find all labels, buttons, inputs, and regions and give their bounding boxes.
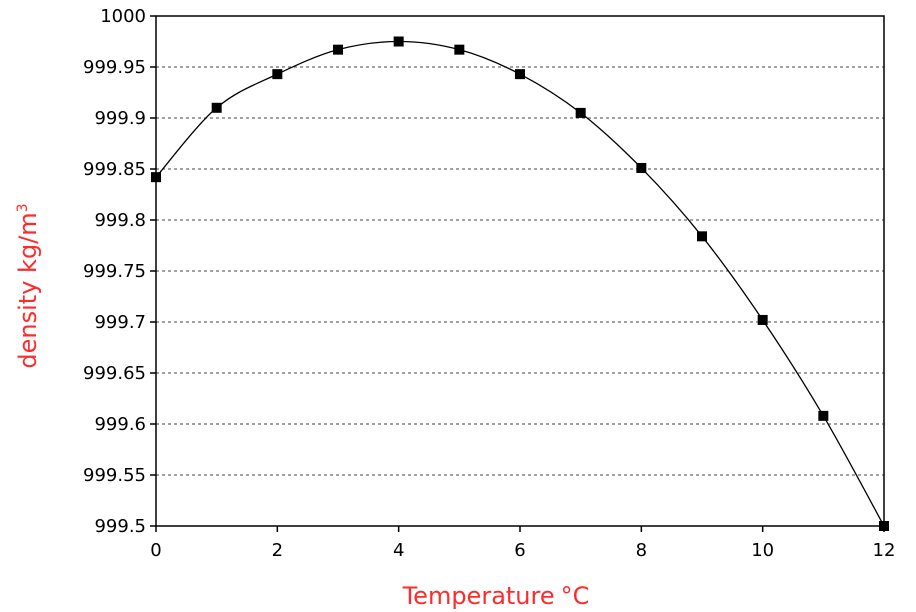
data-point — [818, 410, 829, 421]
y-tick-label: 999.95 — [83, 57, 146, 78]
x-tick-label: 10 — [751, 540, 774, 561]
x-tick-label: 2 — [272, 540, 283, 561]
data-point — [515, 69, 525, 80]
y-tick-label: 999.6 — [94, 414, 146, 435]
data-point — [757, 314, 768, 325]
data-point — [272, 69, 283, 80]
x-tick-label: 12 — [873, 540, 896, 561]
x-tick-label: 6 — [514, 540, 525, 561]
y-tick-label: 999.5 — [94, 516, 146, 537]
y-tick-label: 1000 — [100, 6, 146, 27]
grid-lines — [156, 66, 884, 476]
data-point — [636, 162, 647, 173]
y-tick-label: 999.9 — [94, 108, 146, 129]
y-axis-ticks: 1000 999.95 999.9 999.85 999.8 999.75 999.7 999… — [83, 6, 156, 537]
data-point — [211, 102, 222, 113]
data-point — [393, 36, 404, 47]
x-tick-label: 0 — [150, 540, 161, 561]
data-point — [454, 44, 465, 55]
data-point — [697, 231, 707, 242]
data-point — [879, 521, 889, 531]
x-axis-ticks: 0 2 4 6 8 10 12 — [150, 526, 895, 561]
data-point — [333, 44, 343, 55]
series-markers — [151, 36, 889, 531]
data-point — [151, 172, 161, 183]
y-tick-label: 999.7 — [94, 312, 146, 333]
y-tick-label: 999.85 — [83, 159, 146, 180]
x-tick-label: 8 — [636, 540, 647, 561]
y-tick-label: 999.65 — [83, 363, 146, 384]
series-line — [155, 40, 885, 527]
data-point — [575, 107, 586, 118]
y-axis-title: density kg/m3 — [14, 203, 42, 368]
y-tick-label: 999.55 — [83, 465, 146, 486]
x-tick-label: 4 — [393, 540, 404, 561]
y-tick-label: 999.8 — [94, 210, 146, 231]
y-tick-label: 999.75 — [83, 261, 146, 282]
x-axis-title: Temperature °C — [402, 582, 590, 610]
